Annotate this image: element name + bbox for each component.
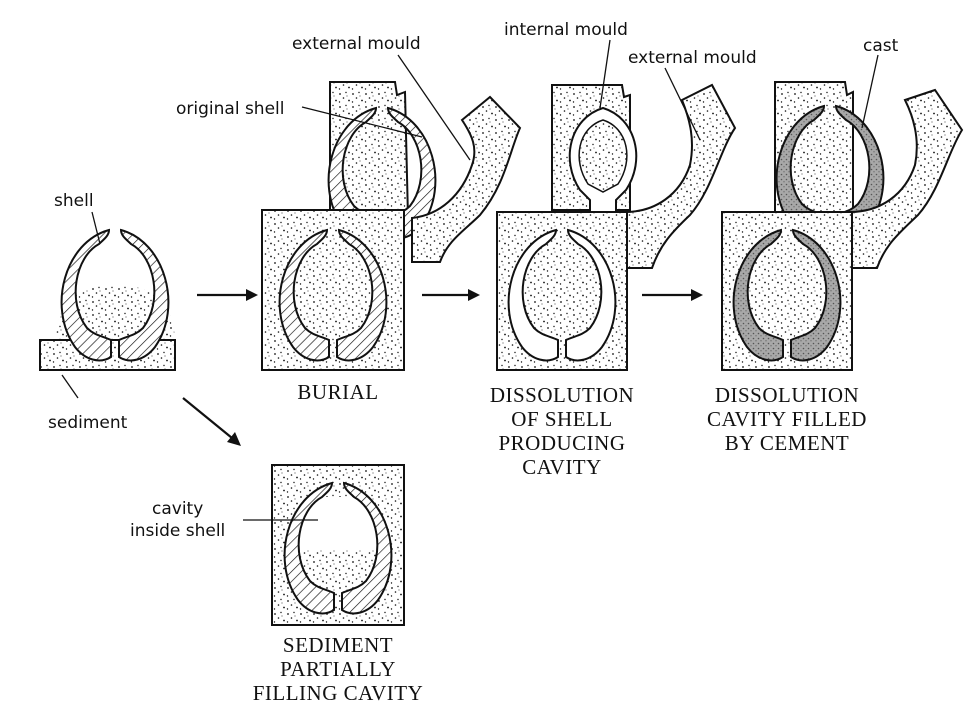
sediment-fill-caption-2: PARTIALLY xyxy=(280,657,396,681)
burial-back-panel xyxy=(327,81,522,263)
internal-mould-label: internal mould xyxy=(504,20,628,40)
external-mould-piece-3 xyxy=(849,88,964,269)
burial-panel xyxy=(261,209,405,371)
dissolution-caption-1: DISSOLUTION xyxy=(490,383,634,407)
shell-label: shell xyxy=(54,191,94,211)
external-mould-label-2: external mould xyxy=(628,48,757,68)
cement-caption-2: CAVITY FILLED xyxy=(707,407,867,431)
burial-caption: BURIAL xyxy=(297,380,378,404)
sediment-label: sediment xyxy=(48,413,128,433)
sediment-fill-caption-3: FILLING CAVITY xyxy=(253,681,424,705)
dissolution-caption-4: CAVITY xyxy=(522,455,602,479)
external-mould-piece-2 xyxy=(624,83,737,269)
original-shell-group xyxy=(39,229,176,371)
cavity-label-line1: cavity xyxy=(152,499,203,519)
leader-lines xyxy=(61,39,879,521)
sediment-fill-panel xyxy=(271,464,405,626)
internal-mould-core xyxy=(578,119,628,193)
dissolution-caption-2: OF SHELL xyxy=(511,407,612,431)
original-shell-label: original shell xyxy=(176,99,284,119)
dissolution-panel xyxy=(496,211,628,371)
cement-back-panel xyxy=(774,81,964,269)
dissolution-back-panel xyxy=(551,83,737,269)
cement-caption-1: DISSOLUTION xyxy=(715,383,859,407)
external-mould-piece xyxy=(411,95,522,263)
cavity-label-line2: inside shell xyxy=(130,521,225,541)
cast-label: cast xyxy=(863,36,899,56)
cement-caption-3: BY CEMENT xyxy=(725,431,849,455)
dissolution-caption-3: PRODUCING xyxy=(498,431,625,455)
external-mould-label-1: external mould xyxy=(292,34,421,54)
cement-panel xyxy=(721,211,853,371)
sediment-fill-caption-1: SEDIMENT xyxy=(283,633,393,657)
process-arrows xyxy=(182,289,703,446)
